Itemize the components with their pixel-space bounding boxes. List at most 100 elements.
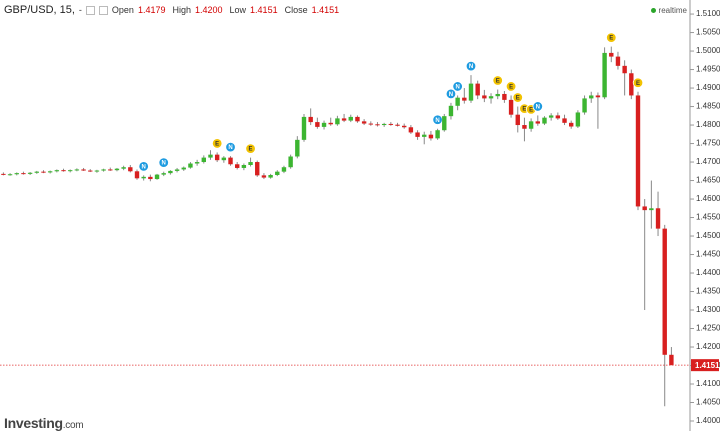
candle-body xyxy=(68,170,73,172)
candle-body xyxy=(642,206,647,211)
candle-body xyxy=(502,93,507,100)
candle-body xyxy=(622,65,627,74)
event-label: N xyxy=(469,64,473,70)
y-tick-label: 1.4100 xyxy=(696,379,720,388)
y-tick-label: 1.4750 xyxy=(696,139,720,148)
watermark-suffix: .com xyxy=(62,420,84,431)
candle-body xyxy=(475,83,480,96)
candle-body xyxy=(321,122,327,127)
candle-body xyxy=(375,124,380,126)
candle-body xyxy=(335,118,340,125)
candle-body xyxy=(402,125,407,128)
candle-body xyxy=(455,97,460,106)
candle-body xyxy=(208,154,213,158)
candle-body xyxy=(174,169,180,171)
candle-body xyxy=(415,132,420,137)
close-label: Close xyxy=(284,5,308,15)
candle-body xyxy=(341,118,347,121)
event-marker xyxy=(158,157,169,168)
candle-body xyxy=(629,73,634,96)
candle-body xyxy=(181,167,186,170)
event-label: N xyxy=(449,92,453,98)
candle-body xyxy=(555,115,561,119)
watermark: Investing.com xyxy=(4,415,84,431)
event-marker xyxy=(245,143,256,154)
candle-body xyxy=(355,116,360,122)
candle-body xyxy=(14,173,19,175)
candle-body xyxy=(201,157,206,163)
settings-icon[interactable] xyxy=(85,5,95,15)
candle-body xyxy=(168,170,173,174)
y-tick-label: 1.5100 xyxy=(696,9,720,18)
candle-body xyxy=(442,116,447,131)
fullscreen-icon[interactable] xyxy=(98,5,108,15)
candle-body xyxy=(134,171,140,179)
y-tick-label: 1.4550 xyxy=(696,213,720,222)
last-price-label: 1.4151 xyxy=(695,361,720,370)
candle-body xyxy=(148,176,153,180)
candle-body xyxy=(27,172,33,174)
candle-body xyxy=(582,98,587,113)
candle-body xyxy=(428,134,434,139)
candle-body xyxy=(595,95,601,98)
candle-body xyxy=(34,171,39,173)
candle-body xyxy=(241,165,247,168)
candle-body xyxy=(301,116,307,140)
event-label: E xyxy=(529,107,533,113)
candle-body xyxy=(315,122,320,127)
candle-body xyxy=(1,173,6,175)
candle-body xyxy=(361,121,367,124)
candle-body xyxy=(194,162,200,164)
event-label: N xyxy=(455,85,459,91)
candle-body xyxy=(522,125,527,129)
candle-body xyxy=(188,163,193,168)
candle-body xyxy=(669,354,674,366)
event-label: E xyxy=(215,142,219,148)
candle-body xyxy=(308,116,313,123)
event-marker xyxy=(532,101,544,112)
y-tick-label: 1.4650 xyxy=(696,176,720,185)
y-tick-label: 1.4800 xyxy=(696,120,720,129)
y-tick-label: 1.4350 xyxy=(696,287,720,296)
candle-body xyxy=(88,170,93,172)
candle-body xyxy=(575,112,581,127)
candle-body xyxy=(602,52,607,98)
candle-body xyxy=(281,167,287,172)
event-marker xyxy=(606,32,617,43)
candle-body xyxy=(108,169,113,171)
symbol: GBP/USD, 15, xyxy=(4,4,75,16)
candle-body xyxy=(562,118,567,123)
candle-body xyxy=(228,157,233,165)
open-label: Open xyxy=(111,5,134,15)
candle-body xyxy=(422,134,427,137)
event-marker xyxy=(211,138,223,149)
candle-body xyxy=(528,121,534,129)
candle-body xyxy=(448,105,454,117)
candle-body xyxy=(41,171,46,173)
candle-body xyxy=(74,169,80,171)
y-tick-label: 1.5000 xyxy=(696,46,720,55)
y-tick-label: 1.4400 xyxy=(696,268,720,277)
event-label: E xyxy=(636,81,640,87)
y-tick-label: 1.4600 xyxy=(696,194,720,203)
event-label: N xyxy=(536,105,540,111)
candle-body xyxy=(121,167,126,169)
candle-body xyxy=(388,123,394,125)
event-label: E xyxy=(496,79,500,85)
event-label: N xyxy=(162,161,166,167)
candle-body xyxy=(435,130,440,139)
event-marker xyxy=(445,88,457,100)
candle-body xyxy=(288,156,293,168)
event-label: N xyxy=(142,164,146,170)
candle-body xyxy=(348,116,353,121)
candle-body xyxy=(54,170,60,172)
candle-body xyxy=(368,123,373,125)
realtime-text: realtime xyxy=(658,6,687,15)
candle-body xyxy=(615,56,621,66)
y-tick-label: 1.4900 xyxy=(696,83,720,92)
candle-body xyxy=(295,139,300,157)
y-tick-label: 1.4050 xyxy=(696,398,720,407)
candle-body xyxy=(101,169,106,171)
candle-body xyxy=(569,122,574,127)
